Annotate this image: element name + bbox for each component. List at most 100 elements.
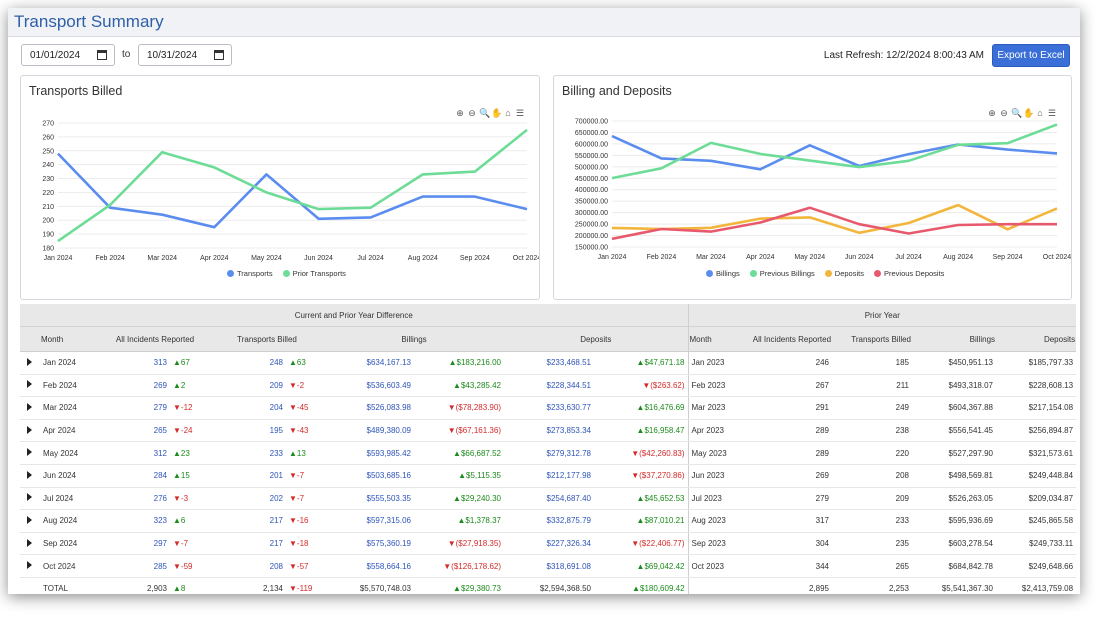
billings-link[interactable]: $536,603.49 xyxy=(324,374,414,398)
menu-icon[interactable]: ☰ xyxy=(515,108,525,118)
incidents-link[interactable]: 279 xyxy=(100,396,170,420)
calendar-icon[interactable] xyxy=(214,50,224,60)
transports-link[interactable]: 201 xyxy=(210,464,286,488)
y-tick-label: 210 xyxy=(42,204,54,211)
table-row[interactable]: Jul 2024 276 ▼-3 202 ▼-7 $555,503.35 ▲$29,240.… xyxy=(20,487,1077,511)
expand-row-icon[interactable] xyxy=(20,374,40,398)
table-row[interactable]: Jun 2024 284 ▲15 201 ▼-7 $503,685.16 ▲$5,115.3… xyxy=(20,464,1077,488)
transports-link[interactable]: 195 xyxy=(210,419,286,443)
deposits-link[interactable]: $212,177.98 xyxy=(504,464,594,488)
transports-link[interactable]: 248 xyxy=(210,351,286,375)
incidents-link[interactable]: 297 xyxy=(100,532,170,556)
billings-link[interactable]: $503,685.16 xyxy=(324,464,414,488)
deposits-link[interactable]: $228,344.51 xyxy=(504,374,594,398)
col-incidents[interactable]: All Incidents Reported xyxy=(100,326,210,352)
legend-item-prior-transports[interactable]: Prior Transports xyxy=(282,269,346,278)
zoom-icon[interactable]: 🔍 xyxy=(479,108,491,118)
series-line-previous-deposits[interactable] xyxy=(611,206,1057,241)
deposits-link[interactable]: $332,875.79 xyxy=(504,509,594,533)
incidents-link[interactable]: 323 xyxy=(100,509,170,533)
billings-link[interactable]: $558,664.16 xyxy=(324,554,414,578)
legend-item-deposits[interactable]: Deposits xyxy=(824,269,864,278)
expand-row-icon[interactable] xyxy=(20,509,40,533)
legend-item-previous-deposits[interactable]: Previous Deposits xyxy=(873,269,944,278)
expand-row-icon[interactable] xyxy=(20,554,40,578)
menu-icon[interactable]: ☰ xyxy=(1047,108,1057,118)
expand-row-icon[interactable] xyxy=(20,396,40,420)
zoom-in-icon[interactable]: ⊕ xyxy=(988,108,996,118)
col-deposits[interactable]: Deposits xyxy=(504,326,689,352)
col-prior-deposits[interactable]: Deposits xyxy=(996,326,1077,352)
series-line-previous-billings[interactable] xyxy=(611,123,1058,180)
deposits-link[interactable]: $233,630.77 xyxy=(504,396,594,420)
col-transports[interactable]: Transports Billed xyxy=(210,326,324,352)
col-prior-transports[interactable]: Transports Billed xyxy=(832,326,913,352)
end-date-input[interactable]: 10/31/2024 xyxy=(138,44,232,66)
series-line-billings[interactable] xyxy=(611,134,1058,171)
transports-link[interactable]: 209 xyxy=(210,374,286,398)
table-row[interactable]: Apr 2024 265 ▼-24 195 ▼-43 $489,380.09 ▼($67,1… xyxy=(20,419,1077,443)
table-row[interactable]: Feb 2024 269 ▲2 209 ▼-2 $536,603.49 ▲$43,285.4… xyxy=(20,374,1077,398)
home-icon[interactable]: ⌂ xyxy=(1037,108,1043,118)
zoom-in-icon[interactable]: ⊕ xyxy=(456,108,464,118)
expand-row-icon[interactable] xyxy=(20,464,40,488)
transports-link[interactable]: 233 xyxy=(210,441,286,465)
transports-link[interactable]: 217 xyxy=(210,509,286,533)
col-month[interactable]: Month xyxy=(40,326,100,352)
table-row[interactable]: Sep 2024 297 ▼-7 217 ▼-18 $575,360.19 ▼($27,91… xyxy=(20,532,1077,556)
billings-link[interactable]: $489,380.09 xyxy=(324,419,414,443)
zoom-out-icon[interactable]: ⊖ xyxy=(1000,108,1008,118)
zoom-out-icon[interactable]: ⊖ xyxy=(468,108,476,118)
home-icon[interactable]: ⌂ xyxy=(505,108,511,118)
col-billings[interactable]: Billings xyxy=(324,326,504,352)
expand-row-icon[interactable] xyxy=(20,419,40,443)
series-line-prior-transports[interactable] xyxy=(57,128,528,243)
expand-row-icon[interactable] xyxy=(20,532,40,556)
table-row[interactable]: May 2024 312 ▲23 233 ▲13 $593,985.42 ▲$66,687.… xyxy=(20,441,1077,465)
billings-link[interactable]: $555,503.35 xyxy=(324,487,414,511)
incidents-link[interactable]: 276 xyxy=(100,487,170,511)
transports-link[interactable]: 202 xyxy=(210,487,286,511)
zoom-icon[interactable]: 🔍 xyxy=(1011,108,1023,118)
deposits-link[interactable]: $273,853.34 xyxy=(504,419,594,443)
deposits-link[interactable]: $279,312.78 xyxy=(504,441,594,465)
pan-icon[interactable]: ✋ xyxy=(1023,108,1035,118)
series-line-transports[interactable] xyxy=(57,152,528,229)
incidents-link[interactable]: 313 xyxy=(100,351,170,375)
table-row[interactable]: Mar 2024 279 ▼-12 204 ▼-45 $526,083.98 ▼($78,2… xyxy=(20,396,1077,420)
transports-link[interactable]: 204 xyxy=(210,396,286,420)
transports-link[interactable]: 217 xyxy=(210,532,286,556)
incidents-link[interactable]: 285 xyxy=(100,554,170,578)
incidents-link[interactable]: 284 xyxy=(100,464,170,488)
table-row[interactable]: Jan 2024 313 ▲67 248 ▲63 $634,167.13 ▲$183,216… xyxy=(20,351,1077,375)
export-to-excel-button[interactable]: Export to Excel xyxy=(992,44,1070,67)
col-prior-incidents[interactable]: All Incidents Reported xyxy=(740,326,833,352)
incidents-link[interactable]: 269 xyxy=(100,374,170,398)
expand-row-icon[interactable] xyxy=(20,487,40,511)
expand-row-icon[interactable] xyxy=(20,351,40,375)
expand-row-icon[interactable] xyxy=(20,441,40,465)
calendar-icon[interactable] xyxy=(97,50,107,60)
deposits-link[interactable]: $318,691.08 xyxy=(504,554,594,578)
legend-item-transports[interactable]: Transports xyxy=(227,269,273,278)
deposits-link[interactable]: $233,468.51 xyxy=(504,351,594,375)
col-prior-billings[interactable]: Billings xyxy=(912,326,997,352)
pan-icon[interactable]: ✋ xyxy=(491,108,503,118)
start-date-input[interactable]: 01/01/2024 xyxy=(21,44,115,66)
billings-link[interactable]: $575,360.19 xyxy=(324,532,414,556)
incidents-link[interactable]: 312 xyxy=(100,441,170,465)
table-row[interactable]: Oct 2024 285 ▼-59 208 ▼-57 $558,664.16 ▼($126,… xyxy=(20,554,1077,578)
series-line-deposits[interactable] xyxy=(611,203,1058,235)
billings-link[interactable]: $597,315.06 xyxy=(324,509,414,533)
billings-link[interactable]: $526,083.98 xyxy=(324,396,414,420)
incidents-link[interactable]: 265 xyxy=(100,419,170,443)
legend-item-billings[interactable]: Billings xyxy=(706,269,740,278)
transports-link[interactable]: 208 xyxy=(210,554,286,578)
legend-item-previous-billings[interactable]: Previous Billings xyxy=(749,269,815,278)
deposits-link[interactable]: $227,326.34 xyxy=(504,532,594,556)
billings-link[interactable]: $634,167.13 xyxy=(324,351,414,375)
col-prior-month[interactable]: Month xyxy=(687,326,741,352)
billings-link[interactable]: $593,985.42 xyxy=(324,441,414,465)
table-row[interactable]: Aug 2024 323 ▲6 217 ▼-16 $597,315.06 ▲$1,378.3… xyxy=(20,509,1077,533)
deposits-link[interactable]: $254,687.40 xyxy=(504,487,594,511)
